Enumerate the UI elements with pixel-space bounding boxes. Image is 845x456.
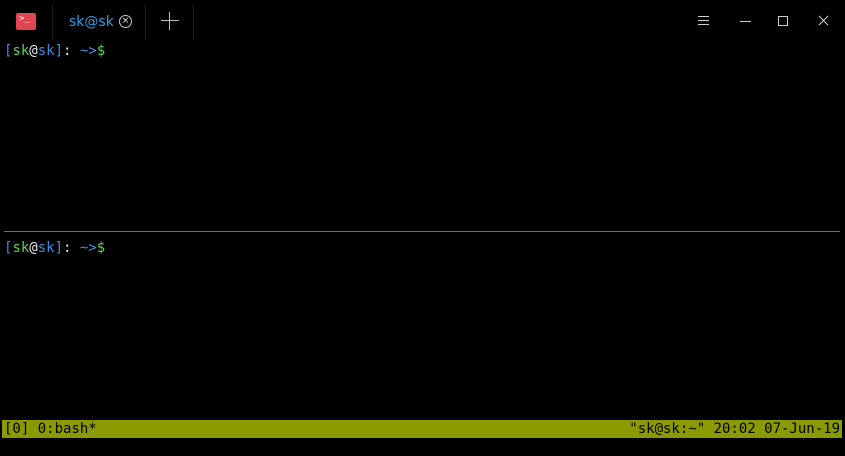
menu-line [698, 20, 709, 21]
prompt-colon: : [63, 240, 80, 256]
menu-line [698, 24, 709, 25]
tab-divider [193, 4, 194, 40]
prompt-path: ~> [79, 43, 97, 59]
window-close-icon[interactable] [813, 11, 833, 31]
plus-icon[interactable] [161, 12, 179, 30]
prompt-user: sk [12, 43, 30, 59]
prompt-at: @ [29, 240, 38, 256]
terminal-pane-bottom[interactable]: [sk@sk]: ~>$ [0, 233, 845, 419]
prompt-path: ~> [79, 240, 97, 256]
prompt-colon: : [63, 43, 80, 59]
maximize-icon[interactable] [773, 11, 793, 31]
shell-prompt: [sk@sk]: ~>$ [4, 43, 105, 59]
menu-line [698, 16, 709, 17]
tmux-status-bar: [0] 0:bash* "sk@sk:~" 20:02 07-Jun-19 [2, 420, 842, 438]
tab-close-glyph: × [121, 16, 130, 26]
prompt-at: @ [29, 43, 38, 59]
prompt-symbol: $ [96, 240, 106, 256]
pane-divider[interactable] [4, 231, 840, 232]
tab-divider [52, 4, 53, 40]
tab-divider [145, 4, 146, 40]
prompt-bracket: [ [4, 240, 13, 256]
minimize-icon[interactable] [735, 11, 755, 31]
hamburger-menu-icon[interactable] [694, 11, 714, 31]
title-bar: >_ sk@sk × [0, 0, 845, 42]
tab-title[interactable]: sk@sk [69, 14, 113, 30]
status-window-list[interactable]: [0] 0:bash* [4, 421, 97, 437]
shell-prompt: [sk@sk]: ~>$ [4, 240, 105, 256]
close-icon[interactable]: × [119, 15, 132, 28]
terminal-prompt-icon[interactable]: >_ [16, 13, 36, 30]
app-icon-glyph: >_ [19, 14, 30, 24]
terminal-pane-top[interactable]: [sk@sk]: ~>$ [0, 42, 845, 230]
prompt-user: sk [12, 240, 30, 256]
prompt-host: sk [37, 43, 55, 59]
prompt-host: sk [37, 240, 55, 256]
prompt-bracket: ] [54, 240, 64, 256]
prompt-bracket: [ [4, 43, 13, 59]
status-info: "sk@sk:~" 20:02 07-Jun-19 [629, 421, 840, 437]
prompt-symbol: $ [96, 43, 106, 59]
prompt-bracket: ] [54, 43, 64, 59]
